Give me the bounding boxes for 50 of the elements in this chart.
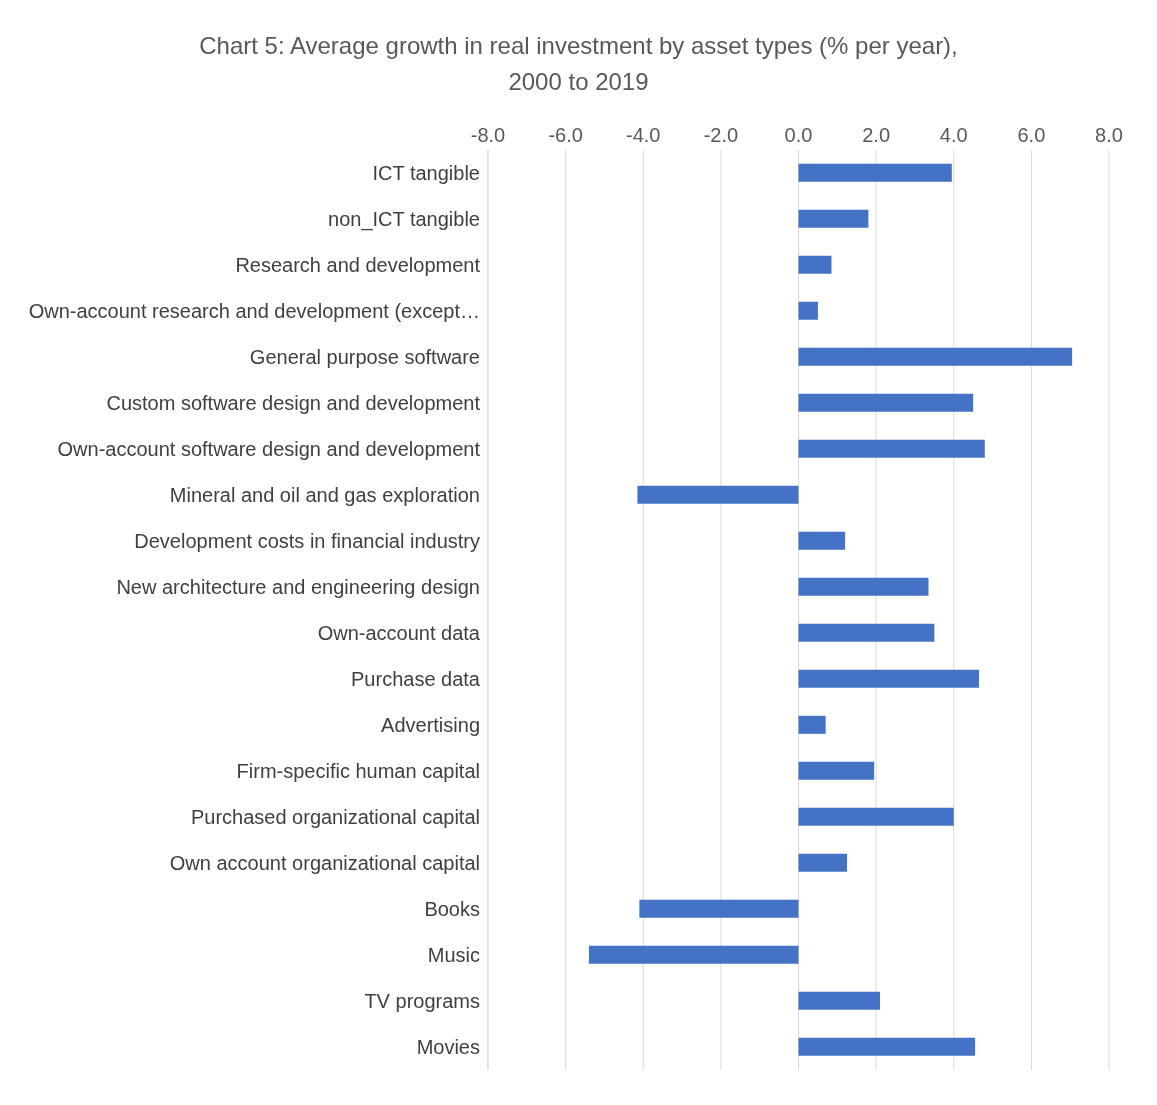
y-tick-label: Own-account data	[317, 622, 481, 645]
y-tick-label: Research and development	[235, 254, 481, 277]
bar	[798, 531, 846, 550]
x-tick-label: -8.0	[470, 124, 506, 146]
y-tick-label: Firm-specific human capital	[236, 760, 480, 783]
y-tick-label: ICT tangible	[372, 162, 480, 185]
x-tick-label: 0.0	[784, 124, 813, 146]
y-tick-label: Own-account software design and development	[57, 438, 481, 461]
x-tick-label: 6.0	[1017, 124, 1046, 146]
y-tick-label: Books	[424, 898, 480, 921]
y-tick-label: General purpose software	[249, 346, 480, 369]
y-tick-label: Development costs in financial industry	[134, 530, 480, 553]
bar	[798, 761, 875, 780]
bar	[588, 945, 799, 964]
bar	[798, 623, 935, 642]
y-tick-label: Custom software design and development	[106, 392, 481, 415]
bar	[798, 347, 1073, 366]
y-tick-label: Music	[427, 944, 480, 967]
y-tick-label: Mineral and oil and gas exploration	[169, 484, 480, 507]
bar	[798, 669, 979, 688]
bar	[798, 255, 832, 274]
y-tick-label: TV programs	[364, 990, 480, 1013]
bar	[798, 853, 848, 872]
y-tick-label: Own account organizational capital	[169, 852, 480, 875]
bar	[798, 1037, 976, 1056]
bar	[798, 163, 952, 182]
bar	[798, 439, 985, 458]
x-tick-label: -4.0	[626, 124, 661, 146]
x-tick-label: -2.0	[703, 124, 739, 146]
chart-title: Chart 5: Average growth in real investment by asset types (% per year), 2000 to 2019	[198, 31, 959, 97]
bar	[798, 577, 929, 596]
bar	[798, 807, 954, 826]
y-tick-label: Advertising	[381, 714, 480, 737]
y-tick-label: Movies	[416, 1036, 480, 1059]
bar	[798, 393, 974, 412]
bar	[798, 715, 826, 734]
x-tick-label: 4.0	[939, 124, 968, 146]
y-tick-label: non_ICT tangible	[328, 208, 480, 232]
bar	[639, 899, 799, 918]
bar	[798, 991, 881, 1010]
y-tick-label: Purchased organizational capital	[190, 806, 480, 829]
x-tick-label: 8.0	[1095, 124, 1123, 146]
bar	[798, 301, 818, 320]
bar	[798, 209, 869, 228]
x-tick-label: -6.0	[548, 124, 583, 146]
bar	[637, 485, 799, 504]
y-tick-label: New architecture and engineering design	[116, 576, 480, 599]
x-tick-label: 2.0	[862, 124, 891, 146]
y-tick-label: Purchase data	[351, 668, 481, 691]
y-tick-label: Own-account research and development (except…	[28, 300, 480, 323]
